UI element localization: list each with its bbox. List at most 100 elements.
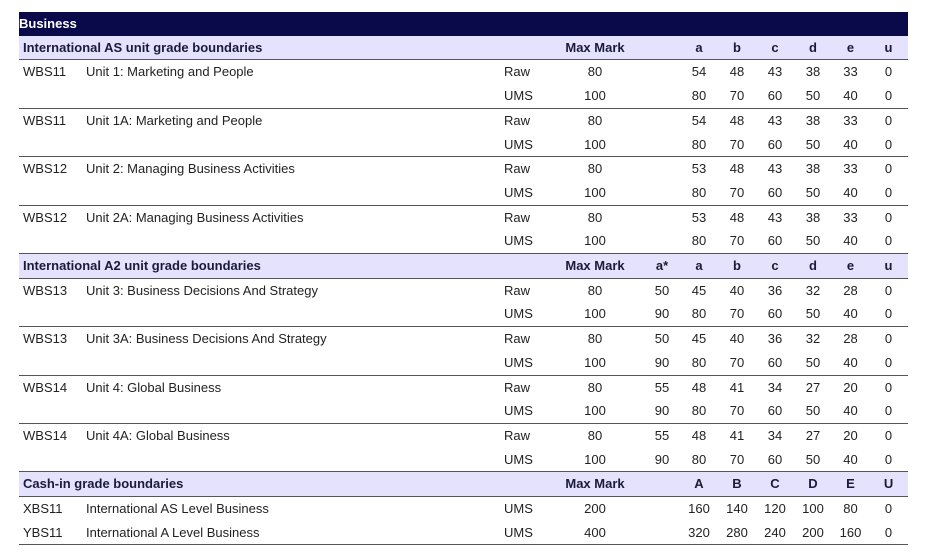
grade-value: 90	[644, 350, 680, 376]
grade-value	[644, 60, 680, 84]
grade-value	[644, 180, 680, 206]
grade-value: 80	[680, 180, 718, 206]
max-mark: 80	[587, 112, 603, 128]
grade-header: a*	[644, 253, 680, 279]
grade-value: 140	[726, 501, 748, 517]
unit-code	[19, 180, 86, 206]
grade-value: 27	[805, 379, 821, 395]
grade-value: 36	[767, 331, 783, 347]
grade-value: 70	[718, 350, 756, 376]
grade-value: 0	[884, 427, 893, 443]
grade-value: 70	[718, 132, 756, 158]
mark-type: UMS	[504, 501, 533, 517]
max-mark: 100	[546, 132, 644, 158]
grade-value: 100	[802, 501, 824, 517]
unit-name: Unit 2A: Managing Business Activities	[86, 209, 304, 225]
grade-value: 48	[729, 112, 745, 128]
grade-value	[644, 497, 680, 521]
grade-value: 33	[843, 112, 858, 128]
grade-value: 50	[794, 229, 832, 255]
grade-value: 32	[805, 282, 821, 298]
grade-value: 40	[832, 132, 869, 158]
grade-value: 60	[756, 229, 794, 255]
grade-value: 240	[756, 520, 794, 546]
grade-value	[644, 229, 680, 255]
grade-value: 70	[718, 447, 756, 473]
title-row: Business	[19, 12, 909, 36]
table-row: WBS13 Unit 3: Business Decisions And Stra…	[19, 278, 908, 302]
section-header-row: International AS unit grade boundaries Ma…	[19, 35, 909, 61]
max-mark: 100	[546, 447, 644, 473]
max-mark-header: Max Mark	[546, 35, 644, 61]
section-header-row: International A2 unit grade boundaries Ma…	[19, 253, 909, 279]
grade-value: 0	[884, 209, 893, 225]
grade-value: 43	[767, 209, 783, 225]
grade-value: 48	[691, 427, 707, 443]
grade-value: 70	[718, 229, 756, 255]
grade-value: 0	[869, 180, 909, 206]
grade-header: C	[756, 471, 794, 498]
max-mark-header: Max Mark	[546, 253, 644, 279]
table-row: UMS 100 80 70 60 50 40 0	[19, 84, 909, 109]
grade-header: b	[718, 253, 756, 279]
grade-header: c	[756, 253, 794, 279]
table-row: WBS11 Unit 1: Marketing and People Raw 80 54…	[19, 60, 908, 84]
max-mark: 100	[546, 350, 644, 376]
grade-header: e	[832, 35, 869, 61]
unit-name	[86, 302, 504, 328]
grade-header	[644, 35, 680, 61]
unit-name	[86, 84, 504, 109]
unit-code	[19, 350, 86, 376]
section-heading: Cash-in grade boundaries	[19, 471, 546, 498]
grade-value: 90	[644, 447, 680, 473]
grade-value: 0	[884, 112, 893, 128]
table-row: XBS11 International AS Level Business UMS 2…	[19, 497, 908, 521]
grade-value: 160	[688, 501, 710, 517]
mark-type: UMS	[504, 350, 546, 376]
grade-value: 41	[729, 379, 745, 395]
grade-value: 80	[680, 350, 718, 376]
mark-type: UMS	[504, 180, 546, 206]
grade-value: 0	[884, 64, 893, 80]
grade-value: 60	[756, 84, 794, 109]
table-row: UMS 100 90 80 70 60 50 40 0	[19, 350, 909, 376]
section-heading: International A2 unit grade boundaries	[19, 253, 546, 279]
grade-header: d	[794, 253, 832, 279]
mark-type: UMS	[504, 520, 546, 546]
unit-name	[86, 447, 504, 473]
unit-name: Unit 2: Managing Business Activities	[86, 161, 295, 177]
max-mark: 400	[546, 520, 644, 546]
unit-code	[19, 84, 86, 109]
grade-value: 80	[680, 132, 718, 158]
table-row: WBS12 Unit 2A: Managing Business Activiti…	[19, 205, 908, 229]
grade-value: 40	[832, 447, 869, 473]
table-row: WBS12 Unit 2: Managing Business Activitie…	[19, 157, 908, 181]
grade-value: 60	[756, 447, 794, 473]
grade-value: 50	[654, 282, 670, 298]
unit-code: WBS11	[23, 112, 67, 128]
max-mark: 80	[587, 427, 603, 443]
grade-value: 70	[718, 180, 756, 206]
max-mark: 100	[546, 302, 644, 328]
qualification-name: International A Level Business	[86, 520, 504, 546]
grade-value: 50	[794, 180, 832, 206]
grade-value: 90	[644, 399, 680, 424]
grade-value: 60	[756, 180, 794, 206]
table-title: Business	[19, 12, 909, 36]
grade-value: 0	[869, 350, 909, 376]
grade-header: D	[794, 471, 832, 498]
grade-value: 60	[756, 350, 794, 376]
unit-code	[19, 399, 86, 424]
grade-header: B	[718, 471, 756, 498]
grade-value: 33	[843, 209, 858, 225]
grade-value: 70	[718, 302, 756, 328]
unit-name: Unit 4: Global Business	[86, 379, 222, 395]
grade-header: e	[832, 253, 869, 279]
grade-value: 0	[884, 282, 893, 298]
grade-boundaries-table: Business International AS unit grade boun…	[19, 12, 909, 546]
grade-header: a	[680, 253, 718, 279]
grade-header: b	[718, 35, 756, 61]
mark-type: UMS	[504, 447, 546, 473]
grade-value: 0	[884, 379, 893, 395]
grade-value: 45	[691, 331, 707, 347]
